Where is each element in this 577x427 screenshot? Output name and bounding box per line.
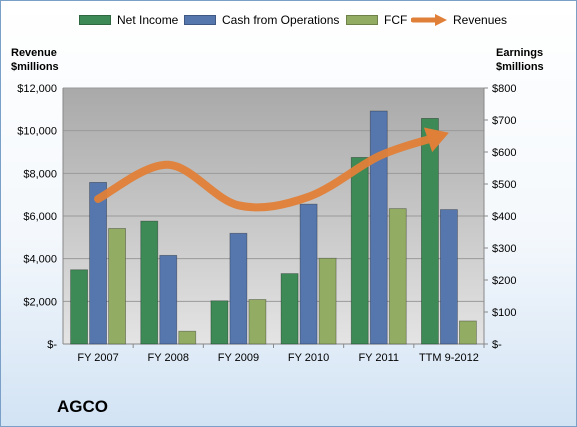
net-income-bar — [280, 273, 299, 345]
left-tick-label: $10,000 — [17, 126, 57, 138]
company-label: AGCO — [57, 397, 108, 416]
left-axis-title: Revenue $millions — [11, 46, 59, 74]
right-axis-title: Earnings $millions — [496, 46, 544, 74]
fcf-bar — [248, 299, 267, 345]
legend-label-cash-from-operations: Cash from Operations — [222, 13, 340, 27]
legend-label-fcf: FCF — [384, 13, 408, 27]
fcf-bar — [178, 330, 197, 345]
cash-from-operations-bar — [159, 254, 178, 345]
cash-from-operations-bar — [229, 232, 248, 345]
left-axis-title-line2: $millions — [11, 61, 59, 73]
cash-from-operations-bar — [89, 181, 107, 345]
x-tick-label: FY 2009 — [218, 352, 259, 364]
x-tick-label: FY 2007 — [77, 352, 118, 364]
right-axis-title-line1: Earnings — [496, 47, 544, 59]
cash-from-operations-bar — [299, 203, 318, 345]
right-tick-label: $200 — [492, 275, 516, 287]
right-tick-label: $100 — [492, 307, 516, 319]
net-income-bar — [210, 300, 229, 345]
legend-swatch-fcf — [346, 15, 378, 25]
right-tick-label: $300 — [492, 243, 516, 255]
left-tick-label: $- — [47, 339, 57, 351]
cash-from-operations-bar — [440, 209, 458, 345]
left-tick-label: $12,000 — [17, 83, 57, 95]
x-tick-label: FY 2008 — [148, 352, 189, 364]
net-income-bar — [140, 220, 159, 345]
revenues-line — [94, 133, 439, 212]
fcf-bar — [388, 208, 407, 345]
left-tick-label: $6,000 — [23, 211, 57, 223]
legend-swatch-net-income — [79, 15, 111, 25]
legend-arrow-icon — [411, 14, 447, 26]
x-tick-label: FY 2011 — [358, 352, 399, 364]
right-axis-title-line2: $millions — [496, 61, 544, 73]
legend-item-cash-from-operations: Cash from Operations — [184, 13, 339, 27]
right-tick-label: $- — [492, 339, 502, 351]
right-tick-label: $600 — [492, 147, 516, 159]
legend-label-revenues: Revenues — [453, 13, 508, 27]
legend-item-revenues: Revenues — [411, 13, 507, 27]
fcf-bar — [318, 257, 337, 345]
legend-item-net-income: Net Income — [79, 13, 178, 27]
net-income-bar — [421, 118, 439, 345]
fcf-bar — [108, 228, 126, 345]
left-tick-label: $8,000 — [23, 168, 57, 180]
net-income-bar — [350, 157, 369, 345]
cash-from-operations-bar — [369, 110, 388, 345]
x-tick-label: FY 2010 — [288, 352, 329, 364]
right-tick-label: $500 — [492, 179, 516, 191]
right-tick-label: $800 — [492, 83, 516, 95]
right-tick-label: $700 — [492, 115, 516, 127]
fcf-bar — [459, 320, 477, 345]
revenues-arrowhead — [423, 127, 449, 153]
legend-label-net-income: Net Income — [117, 13, 179, 27]
left-tick-label: $2,000 — [23, 296, 57, 308]
right-tick-label: $400 — [492, 211, 516, 223]
legend-swatch-cash-from-operations — [184, 15, 216, 25]
x-tick-label: TTM 9-2012 — [419, 352, 479, 364]
left-axis-title-line1: Revenue — [11, 47, 57, 59]
net-income-bar — [70, 269, 88, 345]
left-tick-label: $4,000 — [23, 254, 57, 266]
legend: Net Income Cash from Operations FCF Reve… — [1, 13, 577, 35]
legend-item-fcf: FCF — [346, 13, 407, 27]
